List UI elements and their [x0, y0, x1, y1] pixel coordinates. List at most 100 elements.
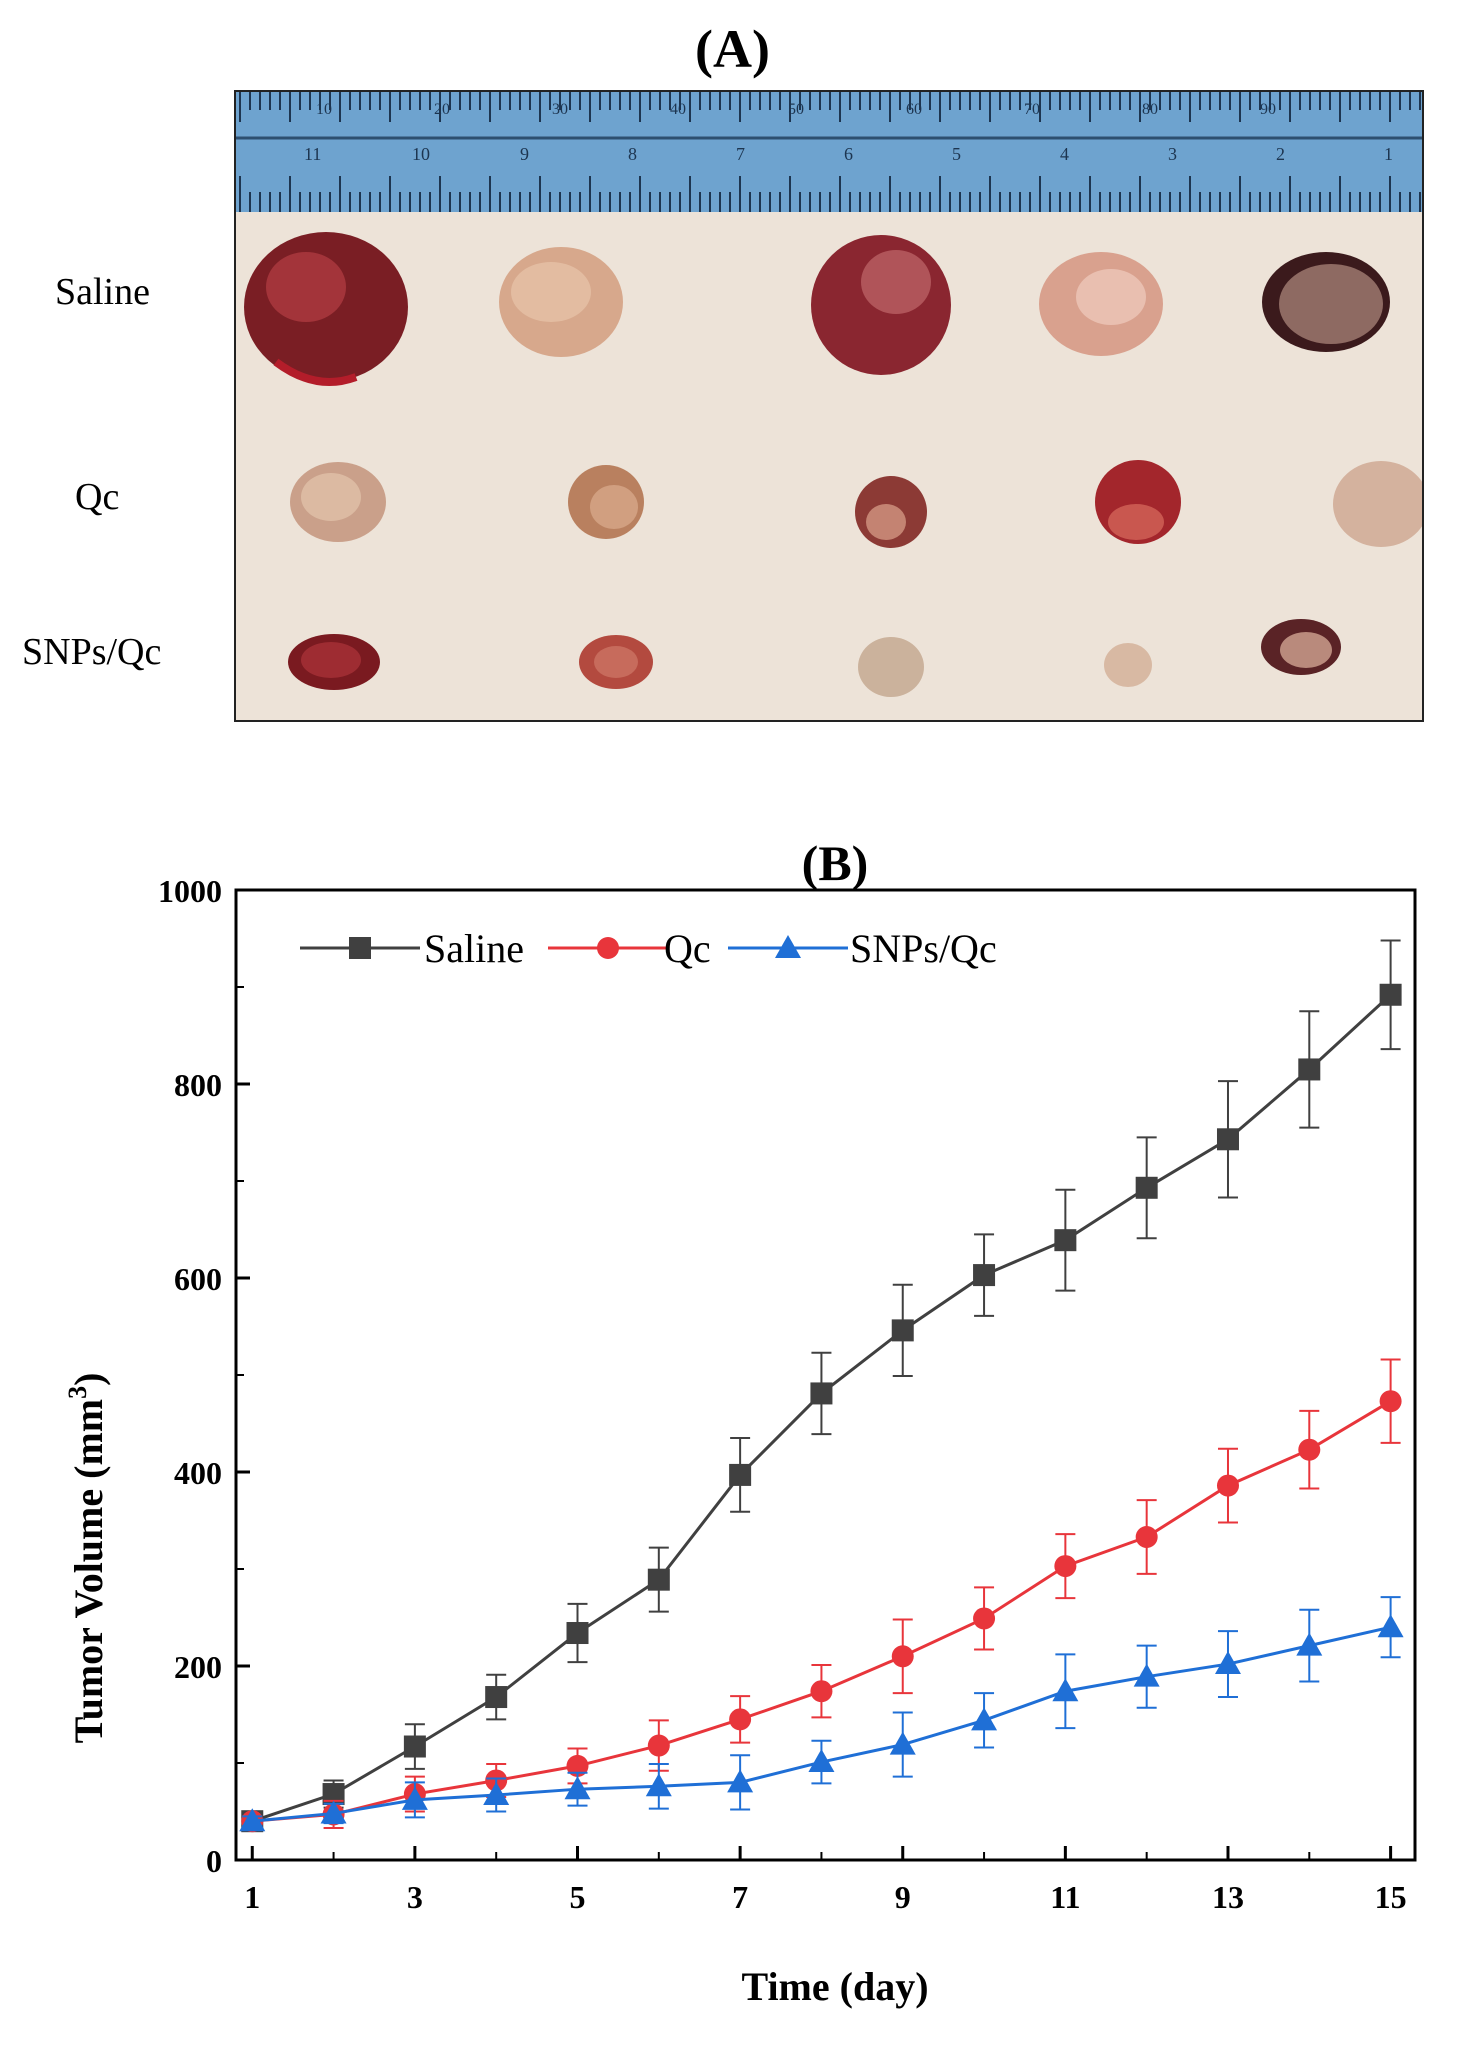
- data-point-qc: [1379, 1390, 1402, 1413]
- data-point-saline: [1379, 983, 1402, 1006]
- data-point-snps-qc: [1133, 1663, 1160, 1687]
- data-point-saline: [566, 1622, 589, 1645]
- data-point-snps-qc: [401, 1786, 428, 1810]
- y-tick-label: 1000: [158, 873, 222, 909]
- data-point-saline: [1216, 1128, 1239, 1151]
- series-snps-qc: [239, 1596, 1404, 1832]
- tumor-photo: 10 20 30 40 50 60 70 80 90 11 10 9 8 7 6 5 4 3 2 1: [234, 90, 1424, 722]
- chart-title: (B): [802, 835, 869, 891]
- data-point-qc: [566, 1754, 589, 1777]
- data-point-qc: [729, 1708, 752, 1731]
- data-point-saline: [1054, 1229, 1077, 1252]
- x-tick-label: 9: [895, 1879, 911, 1915]
- data-point-snps-qc: [483, 1782, 510, 1806]
- ruler-bottom-number: 1: [1384, 144, 1393, 164]
- x-tick-label: 3: [407, 1879, 423, 1915]
- ruler-bottom-number: 10: [412, 144, 430, 164]
- data-point-saline: [1298, 1058, 1321, 1081]
- data-point-snps-qc: [971, 1707, 998, 1731]
- data-point-snps-qc: [1296, 1632, 1323, 1656]
- ruler-top-number: 10: [316, 101, 332, 118]
- legend-item-saline: Saline: [300, 926, 524, 971]
- data-point-qc: [1298, 1438, 1321, 1461]
- data-point-saline: [485, 1686, 508, 1709]
- ruler-top-number: 80: [1142, 101, 1158, 118]
- legend-item-snps-qc: SNPs/Qc: [728, 926, 997, 971]
- legend-item-qc: Qc: [548, 926, 711, 971]
- legend-marker: [597, 937, 619, 959]
- y-tick-label: 800: [174, 1067, 222, 1103]
- legend-label: SNPs/Qc: [850, 926, 997, 971]
- data-point-snps-qc: [808, 1749, 835, 1773]
- data-point-saline: [810, 1382, 833, 1405]
- data-point-saline: [891, 1319, 914, 1342]
- data-point-snps-qc: [1214, 1651, 1241, 1675]
- x-tick-label: 11: [1050, 1879, 1080, 1915]
- y-axis-label-close: ): [66, 1373, 111, 1386]
- data-point-snps-qc: [239, 1808, 266, 1832]
- data-point-snps-qc: [1377, 1614, 1404, 1638]
- ruler-top-number: 70: [1024, 101, 1040, 118]
- data-point-qc: [810, 1680, 833, 1703]
- y-tick-label: 200: [174, 1649, 222, 1685]
- data-point-snps-qc: [320, 1800, 347, 1824]
- x-tick-label: 5: [570, 1879, 586, 1915]
- legend-marker: [349, 937, 371, 959]
- ruler-bottom-number: 2: [1276, 144, 1285, 164]
- x-axis-label: Time (day): [741, 1964, 928, 2009]
- tumor-row-snps-qc: [288, 619, 1341, 697]
- ruler-top-number: 60: [906, 101, 922, 118]
- row-label-snps-qc: SNPs/Qc: [22, 631, 162, 673]
- tumor-row-qc: [290, 460, 1422, 548]
- y-axis-label-main: Tumor Volume (mm: [66, 1399, 111, 1744]
- ruler-bottom-number: 3: [1168, 144, 1177, 164]
- ruler-top-number: 90: [1260, 101, 1276, 118]
- x-tick-label: 13: [1212, 1879, 1244, 1915]
- panel-a-label: (A): [695, 19, 770, 79]
- data-point-saline: [322, 1783, 345, 1806]
- ruler-bottom-number: 8: [628, 144, 637, 164]
- legend-marker: [775, 935, 801, 958]
- data-point-saline: [1135, 1176, 1158, 1199]
- data-point-snps-qc: [645, 1773, 672, 1797]
- x-tick-label: 15: [1375, 1879, 1407, 1915]
- y-axis-label: Tumor Volume (mm3): [63, 1373, 111, 1744]
- data-point-saline: [973, 1264, 996, 1287]
- data-point-snps-qc: [889, 1731, 916, 1755]
- x-tick-label: 1: [244, 1879, 260, 1915]
- data-point-qc: [1135, 1525, 1158, 1548]
- ruler-bottom-number: 4: [1060, 144, 1069, 164]
- row-label-qc: Qc: [75, 476, 120, 518]
- ruler-top-number: 30: [552, 101, 568, 118]
- plot-frame: [234, 888, 1417, 1862]
- tumor-row-saline: [244, 232, 1390, 386]
- data-point-snps-qc: [1052, 1678, 1079, 1702]
- ruler-bottom-number: 7: [736, 144, 745, 164]
- ruler-bottom-number: 6: [844, 144, 853, 164]
- ruler-top-number: 20: [434, 101, 450, 118]
- legend-label: Saline: [424, 926, 524, 971]
- ruler-top-number: 50: [788, 101, 804, 118]
- y-tick-label: 0: [206, 1843, 222, 1879]
- data-point-saline: [729, 1463, 752, 1486]
- data-point-qc: [1054, 1555, 1077, 1578]
- data-point-saline: [403, 1735, 426, 1758]
- x-tick-label: 7: [732, 1879, 748, 1915]
- data-point-qc: [891, 1645, 914, 1668]
- legend-label: Qc: [664, 926, 711, 971]
- data-point-qc: [973, 1607, 996, 1630]
- y-axis-label-superscript: 3: [63, 1386, 92, 1399]
- row-label-saline: Saline: [55, 271, 150, 313]
- y-tick-label: 600: [174, 1261, 222, 1297]
- data-point-qc: [1216, 1474, 1239, 1497]
- ruler: 10 20 30 40 50 60 70 80 90 11 10 9 8 7 6 5 4 3 2 1: [236, 92, 1422, 212]
- ruler-bottom-number: 11: [304, 144, 321, 164]
- data-point-qc: [647, 1734, 670, 1757]
- y-tick-label: 400: [174, 1455, 222, 1491]
- data-point-saline: [647, 1568, 670, 1591]
- ruler-bottom-number: 5: [952, 144, 961, 164]
- series-saline: [241, 939, 1402, 1833]
- data-point-snps-qc: [564, 1776, 591, 1800]
- data-point-snps-qc: [727, 1769, 754, 1793]
